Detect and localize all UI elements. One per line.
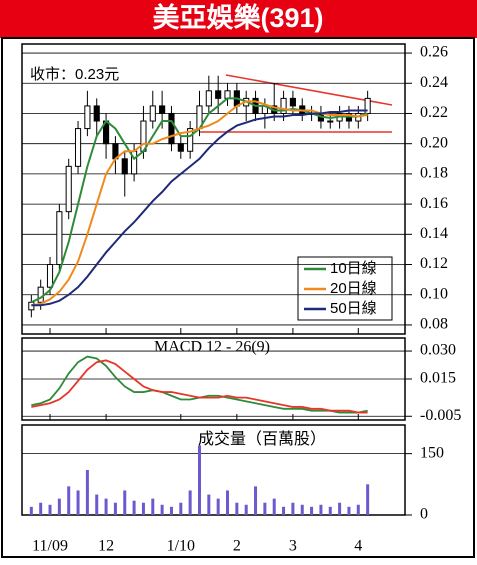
volume-bar bbox=[207, 494, 211, 515]
candle-body bbox=[37, 286, 44, 303]
x-tick-label: 3 bbox=[289, 538, 297, 555]
moving-average bbox=[31, 109, 368, 307]
candle-body bbox=[46, 264, 54, 288]
volume-bar bbox=[216, 498, 220, 515]
volume-bar bbox=[319, 504, 323, 515]
y-tick-label: 0.24 bbox=[420, 74, 448, 91]
volume-bar bbox=[300, 504, 304, 515]
y-tick-label: 0.08 bbox=[420, 316, 448, 333]
volume-bar bbox=[347, 506, 351, 515]
volume-title: 成交量（百萬股） bbox=[198, 430, 326, 448]
y-tick-label: -0.005 bbox=[420, 407, 461, 424]
candle-body bbox=[289, 97, 296, 107]
resistance-trendline bbox=[225, 74, 393, 106]
frame bbox=[1, 37, 475, 558]
candle-body bbox=[215, 90, 222, 99]
volume-bar bbox=[272, 498, 276, 515]
volume-bar bbox=[282, 506, 286, 515]
volume-bar bbox=[123, 490, 127, 515]
volume-bar bbox=[48, 504, 52, 515]
volume-bar bbox=[254, 486, 258, 515]
volume-bar bbox=[310, 506, 314, 515]
volume-bar bbox=[179, 502, 183, 515]
macd-line bbox=[31, 359, 368, 414]
y-tick-label: 0.030 bbox=[420, 342, 456, 359]
y-tick-label: 0.26 bbox=[420, 44, 448, 61]
x-tick-label: 2 bbox=[233, 538, 241, 555]
macd-title: MACD 12 - 26(9) bbox=[154, 339, 270, 356]
volume-bar bbox=[169, 506, 173, 515]
y-tick-label: 0.015 bbox=[420, 370, 456, 387]
legend-label: 50日線 bbox=[330, 300, 377, 317]
candle-body bbox=[187, 128, 194, 152]
volume-bar bbox=[356, 504, 360, 515]
x-tick-label: 11/09 bbox=[32, 538, 68, 555]
volume-bar bbox=[160, 504, 164, 515]
y-tick-label: 0.18 bbox=[420, 165, 448, 182]
candle-body bbox=[327, 120, 334, 123]
volume-bar bbox=[76, 490, 80, 515]
y-tick-label: 0.20 bbox=[420, 134, 448, 151]
volume-bar bbox=[366, 484, 370, 515]
x-tick-label: 4 bbox=[354, 538, 362, 555]
volume-bar bbox=[244, 504, 248, 515]
volume-bar bbox=[338, 502, 342, 515]
volume-bar bbox=[39, 502, 43, 515]
volume-bar bbox=[328, 506, 332, 515]
candle-body bbox=[84, 105, 91, 130]
legend-label: 20日線 bbox=[330, 280, 377, 297]
moving-average bbox=[31, 100, 368, 307]
volume-bar bbox=[188, 490, 192, 515]
volume-bar bbox=[235, 502, 239, 515]
candle-body bbox=[177, 143, 184, 152]
volume-bar bbox=[151, 498, 155, 515]
volume-bar bbox=[85, 470, 89, 515]
header-band bbox=[0, 0, 477, 38]
candle-body bbox=[74, 128, 82, 167]
x-tick-label: 1/10 bbox=[167, 538, 195, 555]
volume-bar bbox=[104, 498, 108, 515]
candle-body bbox=[205, 90, 212, 107]
volume-bar bbox=[113, 502, 117, 515]
candle-body bbox=[224, 90, 231, 99]
candle-body bbox=[168, 112, 175, 145]
volume-bar bbox=[226, 490, 230, 515]
x-tick-label: 12 bbox=[98, 538, 114, 555]
chart-title: 美亞娛樂(391) bbox=[152, 2, 323, 33]
candle-body bbox=[65, 165, 72, 213]
close-annotation: 收市：0.23元 bbox=[30, 66, 119, 83]
volume-bar bbox=[197, 445, 201, 515]
volume-bar bbox=[29, 506, 33, 515]
y-tick-label: 150 bbox=[420, 444, 444, 461]
volume-bar bbox=[57, 498, 61, 515]
candle-body bbox=[149, 105, 156, 122]
volume-bar bbox=[95, 494, 99, 515]
volume-bar bbox=[141, 502, 145, 515]
y-tick-label: 0 bbox=[420, 506, 428, 523]
y-tick-label: 0.14 bbox=[420, 225, 448, 242]
candle-body bbox=[121, 158, 128, 175]
y-tick-label: 0.16 bbox=[420, 195, 448, 212]
candle-body bbox=[93, 105, 100, 122]
y-tick-label: 0.12 bbox=[420, 255, 448, 272]
y-tick-label: 0.10 bbox=[420, 285, 448, 302]
candle-body bbox=[159, 105, 166, 114]
volume-bar bbox=[132, 500, 136, 515]
volume-bar bbox=[67, 486, 71, 515]
legend-label: 10日線 bbox=[330, 260, 377, 277]
candle-body bbox=[280, 97, 287, 114]
candle-body bbox=[56, 211, 63, 266]
volume-bar bbox=[263, 502, 267, 515]
volume-bar bbox=[291, 502, 295, 515]
price-panel bbox=[21, 43, 406, 335]
y-tick-label: 0.22 bbox=[420, 104, 448, 121]
